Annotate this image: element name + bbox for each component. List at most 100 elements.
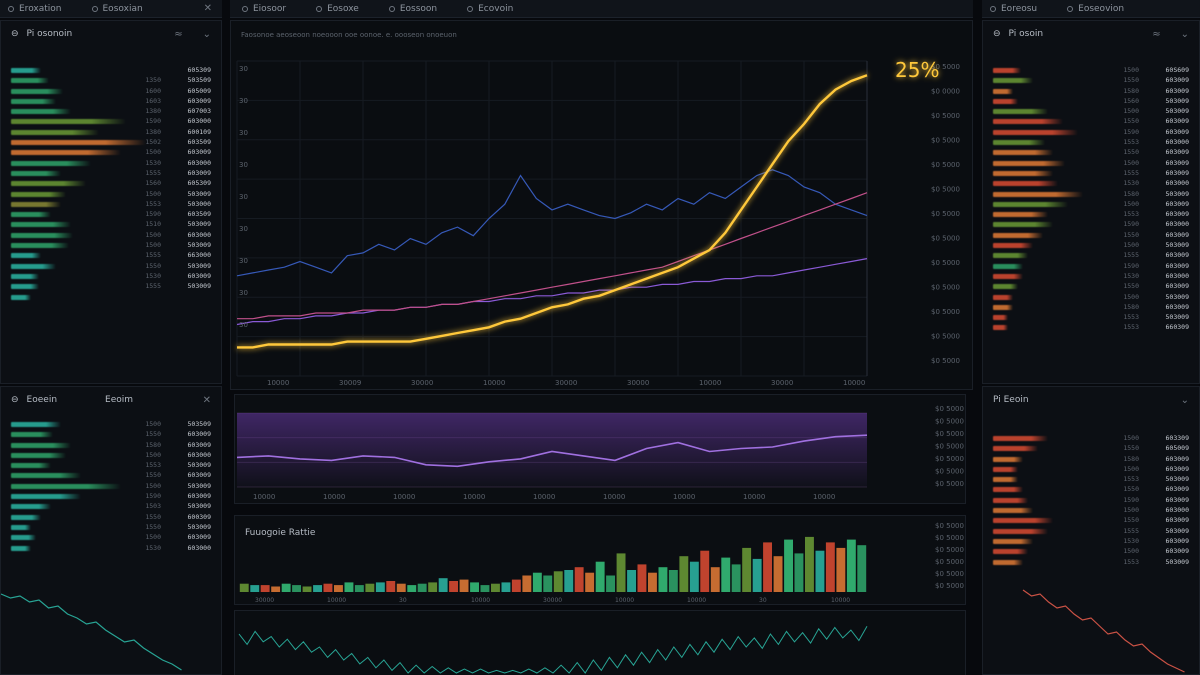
table-row[interactable]: 1500 503009 xyxy=(991,106,1191,116)
table-row[interactable]: 1500 603009 xyxy=(9,147,213,157)
table-row[interactable]: 1555 663000 xyxy=(9,250,213,260)
close-icon[interactable]: ✕ xyxy=(203,3,212,14)
table-row[interactable]: 1500 503509 xyxy=(9,419,213,429)
table-row[interactable]: 605309 xyxy=(9,65,213,75)
tab-right-1[interactable]: Eoreosu xyxy=(990,4,1037,14)
table-row[interactable]: 1580 603009 xyxy=(991,302,1191,312)
table-row[interactable]: 1555 603009 xyxy=(9,168,213,178)
table-row[interactable]: 1553 603009 xyxy=(991,209,1191,219)
table-row[interactable]: 1500 603009 xyxy=(9,532,213,542)
table-row[interactable]: 1580 603009 xyxy=(991,454,1191,464)
table-row[interactable]: 1500 603009 xyxy=(991,546,1191,556)
table-row[interactable]: 1550 603009 xyxy=(991,147,1191,157)
table-row[interactable]: 1500 603309 xyxy=(991,433,1191,443)
table-row[interactable]: 1500 603009 xyxy=(991,464,1191,474)
table-row[interactable]: 1550 603009 xyxy=(991,230,1191,240)
table-row[interactable]: 1550 503009 xyxy=(9,261,213,271)
table-row[interactable]: 1555 603009 xyxy=(991,250,1191,260)
table-row[interactable]: 1603 603009 xyxy=(9,96,213,106)
table-row[interactable]: 1500 503009 xyxy=(9,189,213,199)
row-amount: 605309 xyxy=(187,66,211,74)
table-row[interactable]: 1530 603000 xyxy=(9,158,213,168)
table-row[interactable]: 1590 603009 xyxy=(9,491,213,501)
table-row[interactable]: 1500 603000 xyxy=(991,505,1191,515)
table-row[interactable]: 1553 503009 xyxy=(9,460,213,470)
table-row[interactable]: 1380 600109 xyxy=(9,127,213,137)
table-row[interactable]: 1553 503009 xyxy=(991,474,1191,484)
table-row[interactable]: 1500 503009 xyxy=(991,292,1191,302)
table-row[interactable]: 1590 603000 xyxy=(991,219,1191,229)
table-row[interactable]: 1555 603009 xyxy=(991,168,1191,178)
table-row[interactable]: 1550 603009 xyxy=(991,116,1191,126)
table-row[interactable]: 1500 503009 xyxy=(9,240,213,250)
table-row[interactable]: 1503 503009 xyxy=(9,501,213,511)
table-row[interactable]: 1553 503009 xyxy=(991,557,1191,567)
table-row[interactable]: 1590 603009 xyxy=(991,127,1191,137)
table-row[interactable]: 1530 603009 xyxy=(991,536,1191,546)
collapse-icon[interactable]: ⌄ xyxy=(202,28,211,40)
table-row[interactable] xyxy=(9,292,213,302)
table-row[interactable]: 1500 603009 xyxy=(991,199,1191,209)
table-row[interactable]: 1555 503009 xyxy=(9,281,213,291)
table-row[interactable]: 1555 503009 xyxy=(991,526,1191,536)
table-row[interactable]: 1550 605009 xyxy=(991,443,1191,453)
row-amount: 503009 xyxy=(187,522,211,531)
table-row[interactable]: 1590 603509 xyxy=(9,209,213,219)
settings-icon[interactable]: ≈ xyxy=(1152,28,1161,40)
table-row[interactable]: 1560 605309 xyxy=(9,178,213,188)
row-value: 1555 xyxy=(1123,251,1139,260)
table-row[interactable]: 1500 503009 xyxy=(991,240,1191,250)
row-value: 1590 xyxy=(145,117,161,126)
table-row[interactable]: 1350 503509 xyxy=(9,75,213,85)
table-row[interactable]: 1500 603000 xyxy=(9,450,213,460)
table-row[interactable]: 1500 60S609 xyxy=(991,65,1191,75)
table-row[interactable]: 1590 603000 xyxy=(9,116,213,126)
table-row[interactable]: 1530 603000 xyxy=(991,178,1191,188)
settings-icon[interactable]: ≈ xyxy=(174,28,183,40)
row-bar xyxy=(11,129,99,135)
table-row[interactable]: 1580 603009 xyxy=(9,440,213,450)
table-row[interactable]: 1550 503009 xyxy=(9,522,213,532)
tab-center-3[interactable]: Eossoon xyxy=(388,4,437,14)
table-row[interactable]: 1553 503000 xyxy=(9,199,213,209)
table-row[interactable]: 1590 603009 xyxy=(991,495,1191,505)
row-value: 1500 xyxy=(1123,158,1139,167)
table-row[interactable]: 1530 603009 xyxy=(9,271,213,281)
table-row[interactable]: 1530 603000 xyxy=(9,543,213,553)
tab-center-2[interactable]: Eosoxe xyxy=(316,4,359,14)
collapse-icon[interactable]: ⌄ xyxy=(1180,394,1189,406)
tab-left-2[interactable]: Eosoxian xyxy=(91,4,143,14)
table-row[interactable]: 1590 603009 xyxy=(991,261,1191,271)
table-row[interactable]: 1580 503009 xyxy=(991,189,1191,199)
table-row[interactable]: 1500 503009 xyxy=(9,481,213,491)
table-row[interactable]: 1380 607003 xyxy=(9,106,213,116)
tab-center-1[interactable]: Eiosoor xyxy=(242,4,286,14)
table-row[interactable]: 1502 603509 xyxy=(9,137,213,147)
table-row[interactable]: 1550 603009 xyxy=(991,515,1191,525)
tab-center-4[interactable]: Ecovoin xyxy=(467,4,513,14)
table-row[interactable]: 1560 503009 xyxy=(991,96,1191,106)
table-row[interactable]: 1550 603009 xyxy=(9,429,213,439)
table-row[interactable]: 1550 603009 xyxy=(991,484,1191,494)
table-row[interactable]: 1510 503009 xyxy=(9,219,213,229)
chart-grid xyxy=(236,60,868,377)
table-row[interactable]: 1580 603009 xyxy=(991,86,1191,96)
tab-right-2[interactable]: Eoseovion xyxy=(1067,4,1124,14)
close-icon[interactable]: ✕ xyxy=(202,394,211,406)
table-row[interactable]: 1530 603000 xyxy=(991,271,1191,281)
tab-left-1[interactable]: Eroxation xyxy=(8,4,62,14)
table-row[interactable]: 1550 603009 xyxy=(9,470,213,480)
table-row[interactable]: 1600 605009 xyxy=(9,86,213,96)
table-row[interactable]: 1550 600309 xyxy=(9,512,213,522)
collapse-icon[interactable]: ⌄ xyxy=(1180,28,1189,40)
row-amount: 503009 xyxy=(187,189,211,198)
bar xyxy=(459,579,469,592)
table-row[interactable]: 1500 603000 xyxy=(9,230,213,240)
table-row[interactable]: 1550 603009 xyxy=(991,75,1191,85)
table-row[interactable]: 1550 603009 xyxy=(991,281,1191,291)
table-row[interactable]: 1553 603000 xyxy=(991,137,1191,147)
data-table: 605309 1350 503509 1600 605009 1603 603009 1380… xyxy=(9,65,213,302)
table-row[interactable]: 1553 660309 xyxy=(991,322,1191,332)
table-row[interactable]: 1553 503009 xyxy=(991,312,1191,322)
table-row[interactable]: 1500 603009 xyxy=(991,158,1191,168)
